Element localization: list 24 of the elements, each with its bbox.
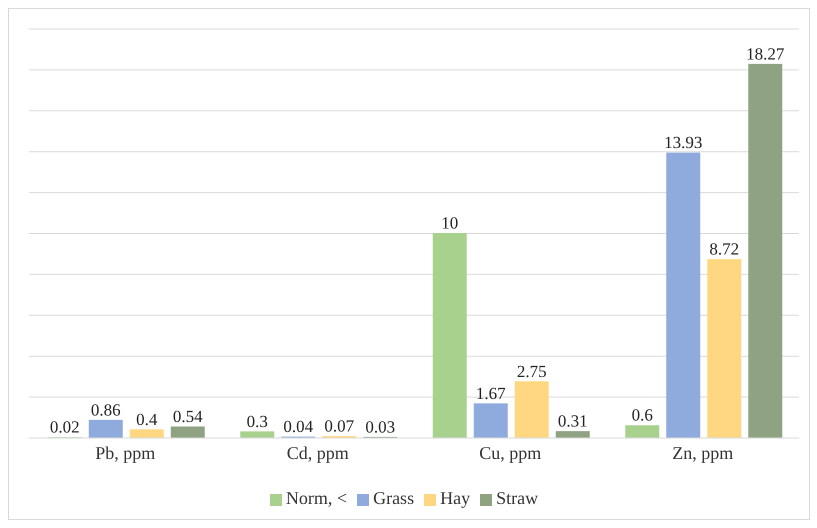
data-label: 13.93 [664,133,702,152]
data-label: 1.67 [476,384,506,403]
data-label: 0.6 [632,406,653,425]
data-label: 0.04 [283,417,314,436]
legend-label: Straw [496,488,538,508]
data-label: 0.4 [136,410,158,429]
data-label: 8.72 [709,240,740,259]
legend-label: Norm, < [286,488,348,508]
legend-label: Grass [373,488,414,508]
data-label: 2.75 [516,362,547,381]
data-label: 0.03 [365,417,396,436]
data-label: 18.27 [746,44,785,64]
x-tick-label: Cd, ppm [286,442,349,463]
data-label: 0.31 [558,412,588,431]
x-tick-label: Cu, ppm [479,442,542,463]
x-tick-label: Pb, ppm [95,442,156,463]
data-label: 0.07 [324,416,355,436]
data-label: 10 [441,214,458,232]
legend-label: Hay [440,488,470,508]
x-tick-label: Zn, ppm [672,442,734,463]
data-label: 0.54 [172,406,204,426]
data-label: 0.02 [50,418,80,437]
data-label: 0.86 [90,400,121,420]
data-label: 0.3 [246,412,268,431]
